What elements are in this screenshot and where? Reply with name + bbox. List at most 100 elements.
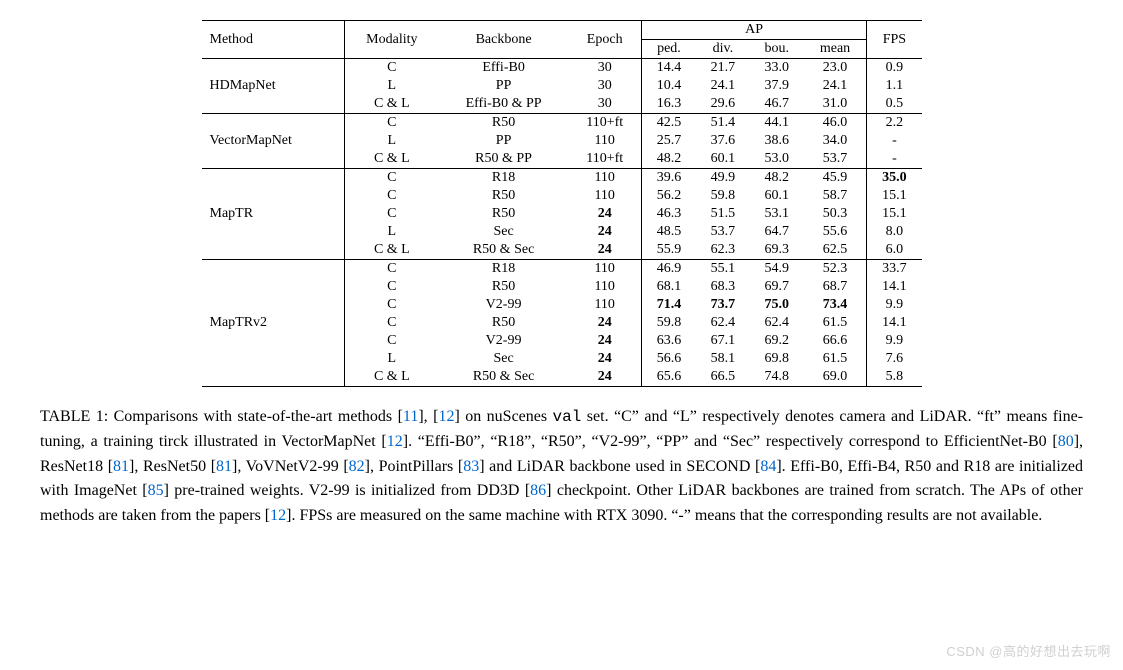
citation-ref[interactable]: 80 xyxy=(1058,433,1074,450)
th-div: div. xyxy=(696,40,750,59)
div-cell: 58.1 xyxy=(696,350,750,368)
fps-cell: 35.0 xyxy=(867,169,922,188)
modality-cell: C xyxy=(344,169,438,188)
fps-cell: 14.1 xyxy=(867,278,922,296)
backbone-cell: R50 xyxy=(439,205,569,223)
epoch-cell: 110 xyxy=(568,296,641,314)
modality-cell: C & L xyxy=(344,95,438,114)
epoch-cell: 30 xyxy=(568,95,641,114)
div-cell: 24.1 xyxy=(696,77,750,95)
citation-ref[interactable]: 84 xyxy=(760,458,776,475)
fps-cell: 8.0 xyxy=(867,223,922,241)
method-cell: MapTRv2 xyxy=(202,260,345,387)
citation-ref[interactable]: 85 xyxy=(148,482,164,499)
modality-cell: C xyxy=(344,114,438,133)
mean-cell: 46.0 xyxy=(804,114,867,133)
bou-cell: 69.8 xyxy=(750,350,804,368)
ped-cell: 25.7 xyxy=(641,132,696,150)
epoch-cell: 110 xyxy=(568,169,641,188)
citation-ref[interactable]: 82 xyxy=(349,458,365,475)
th-mean: mean xyxy=(804,40,867,59)
div-cell: 59.8 xyxy=(696,187,750,205)
mean-cell: 53.7 xyxy=(804,150,867,169)
bou-cell: 69.2 xyxy=(750,332,804,350)
epoch-cell: 30 xyxy=(568,59,641,78)
backbone-cell: Sec xyxy=(439,350,569,368)
ped-cell: 55.9 xyxy=(641,241,696,260)
epoch-cell: 24 xyxy=(568,205,641,223)
mean-cell: 50.3 xyxy=(804,205,867,223)
ped-cell: 63.6 xyxy=(641,332,696,350)
ped-cell: 46.9 xyxy=(641,260,696,279)
mean-cell: 45.9 xyxy=(804,169,867,188)
epoch-cell: 30 xyxy=(568,77,641,95)
backbone-cell: Effi-B0 xyxy=(439,59,569,78)
epoch-cell: 110+ft xyxy=(568,114,641,133)
backbone-cell: V2-99 xyxy=(439,332,569,350)
ped-cell: 56.2 xyxy=(641,187,696,205)
results-table: Method Modality Backbone Epoch AP FPS pe… xyxy=(202,20,922,387)
div-cell: 21.7 xyxy=(696,59,750,78)
div-cell: 73.7 xyxy=(696,296,750,314)
bou-cell: 60.1 xyxy=(750,187,804,205)
csdn-watermark: CSDN @高的好想出去玩啊 xyxy=(946,641,1111,660)
citation-ref[interactable]: 12 xyxy=(270,507,286,524)
fps-cell: 1.1 xyxy=(867,77,922,95)
modality-cell: C xyxy=(344,278,438,296)
citation-ref[interactable]: 12 xyxy=(438,408,454,425)
fps-cell: 9.9 xyxy=(867,332,922,350)
ped-cell: 59.8 xyxy=(641,314,696,332)
ped-cell: 10.4 xyxy=(641,77,696,95)
epoch-cell: 110 xyxy=(568,132,641,150)
modality-cell: C xyxy=(344,296,438,314)
modality-cell: L xyxy=(344,132,438,150)
div-cell: 55.1 xyxy=(696,260,750,279)
table-caption: TABLE 1: Comparisons with state-of-the-a… xyxy=(40,405,1083,529)
modality-cell: L xyxy=(344,77,438,95)
bou-cell: 37.9 xyxy=(750,77,804,95)
method-cell: MapTR xyxy=(202,169,345,260)
modality-cell: C & L xyxy=(344,150,438,169)
modality-cell: C & L xyxy=(344,368,438,387)
mean-cell: 34.0 xyxy=(804,132,867,150)
backbone-cell: Effi-B0 & PP xyxy=(439,95,569,114)
div-cell: 68.3 xyxy=(696,278,750,296)
modality-cell: L xyxy=(344,350,438,368)
citation-ref[interactable]: 83 xyxy=(463,458,479,475)
fps-cell: - xyxy=(867,132,922,150)
fps-cell: 15.1 xyxy=(867,187,922,205)
method-cell: HDMapNet xyxy=(202,59,345,114)
bou-cell: 44.1 xyxy=(750,114,804,133)
citation-ref[interactable]: 81 xyxy=(113,458,129,475)
citation-ref[interactable]: 86 xyxy=(530,482,546,499)
th-ped: ped. xyxy=(641,40,696,59)
modality-cell: C & L xyxy=(344,241,438,260)
mean-cell: 61.5 xyxy=(804,314,867,332)
mean-cell: 61.5 xyxy=(804,350,867,368)
bou-cell: 46.7 xyxy=(750,95,804,114)
div-cell: 60.1 xyxy=(696,150,750,169)
bou-cell: 69.3 xyxy=(750,241,804,260)
table-row: MapTRv2CR1811046.955.154.952.333.7 xyxy=(202,260,922,279)
citation-ref[interactable]: 11 xyxy=(403,408,418,425)
backbone-cell: R18 xyxy=(439,169,569,188)
div-cell: 29.6 xyxy=(696,95,750,114)
modality-cell: L xyxy=(344,223,438,241)
backbone-cell: V2-99 xyxy=(439,296,569,314)
bou-cell: 62.4 xyxy=(750,314,804,332)
method-cell: VectorMapNet xyxy=(202,114,345,169)
results-table-container: Method Modality Backbone Epoch AP FPS pe… xyxy=(202,20,922,387)
fps-cell: 6.0 xyxy=(867,241,922,260)
epoch-cell: 110+ft xyxy=(568,150,641,169)
th-modality: Modality xyxy=(344,21,438,59)
div-cell: 62.3 xyxy=(696,241,750,260)
fps-cell: 33.7 xyxy=(867,260,922,279)
fps-cell: 14.1 xyxy=(867,314,922,332)
fps-cell: 0.5 xyxy=(867,95,922,114)
bou-cell: 33.0 xyxy=(750,59,804,78)
citation-ref[interactable]: 81 xyxy=(216,458,232,475)
epoch-cell: 24 xyxy=(568,350,641,368)
table-row: MapTRCR1811039.649.948.245.935.0 xyxy=(202,169,922,188)
th-method: Method xyxy=(202,21,345,59)
citation-ref[interactable]: 12 xyxy=(387,433,403,450)
